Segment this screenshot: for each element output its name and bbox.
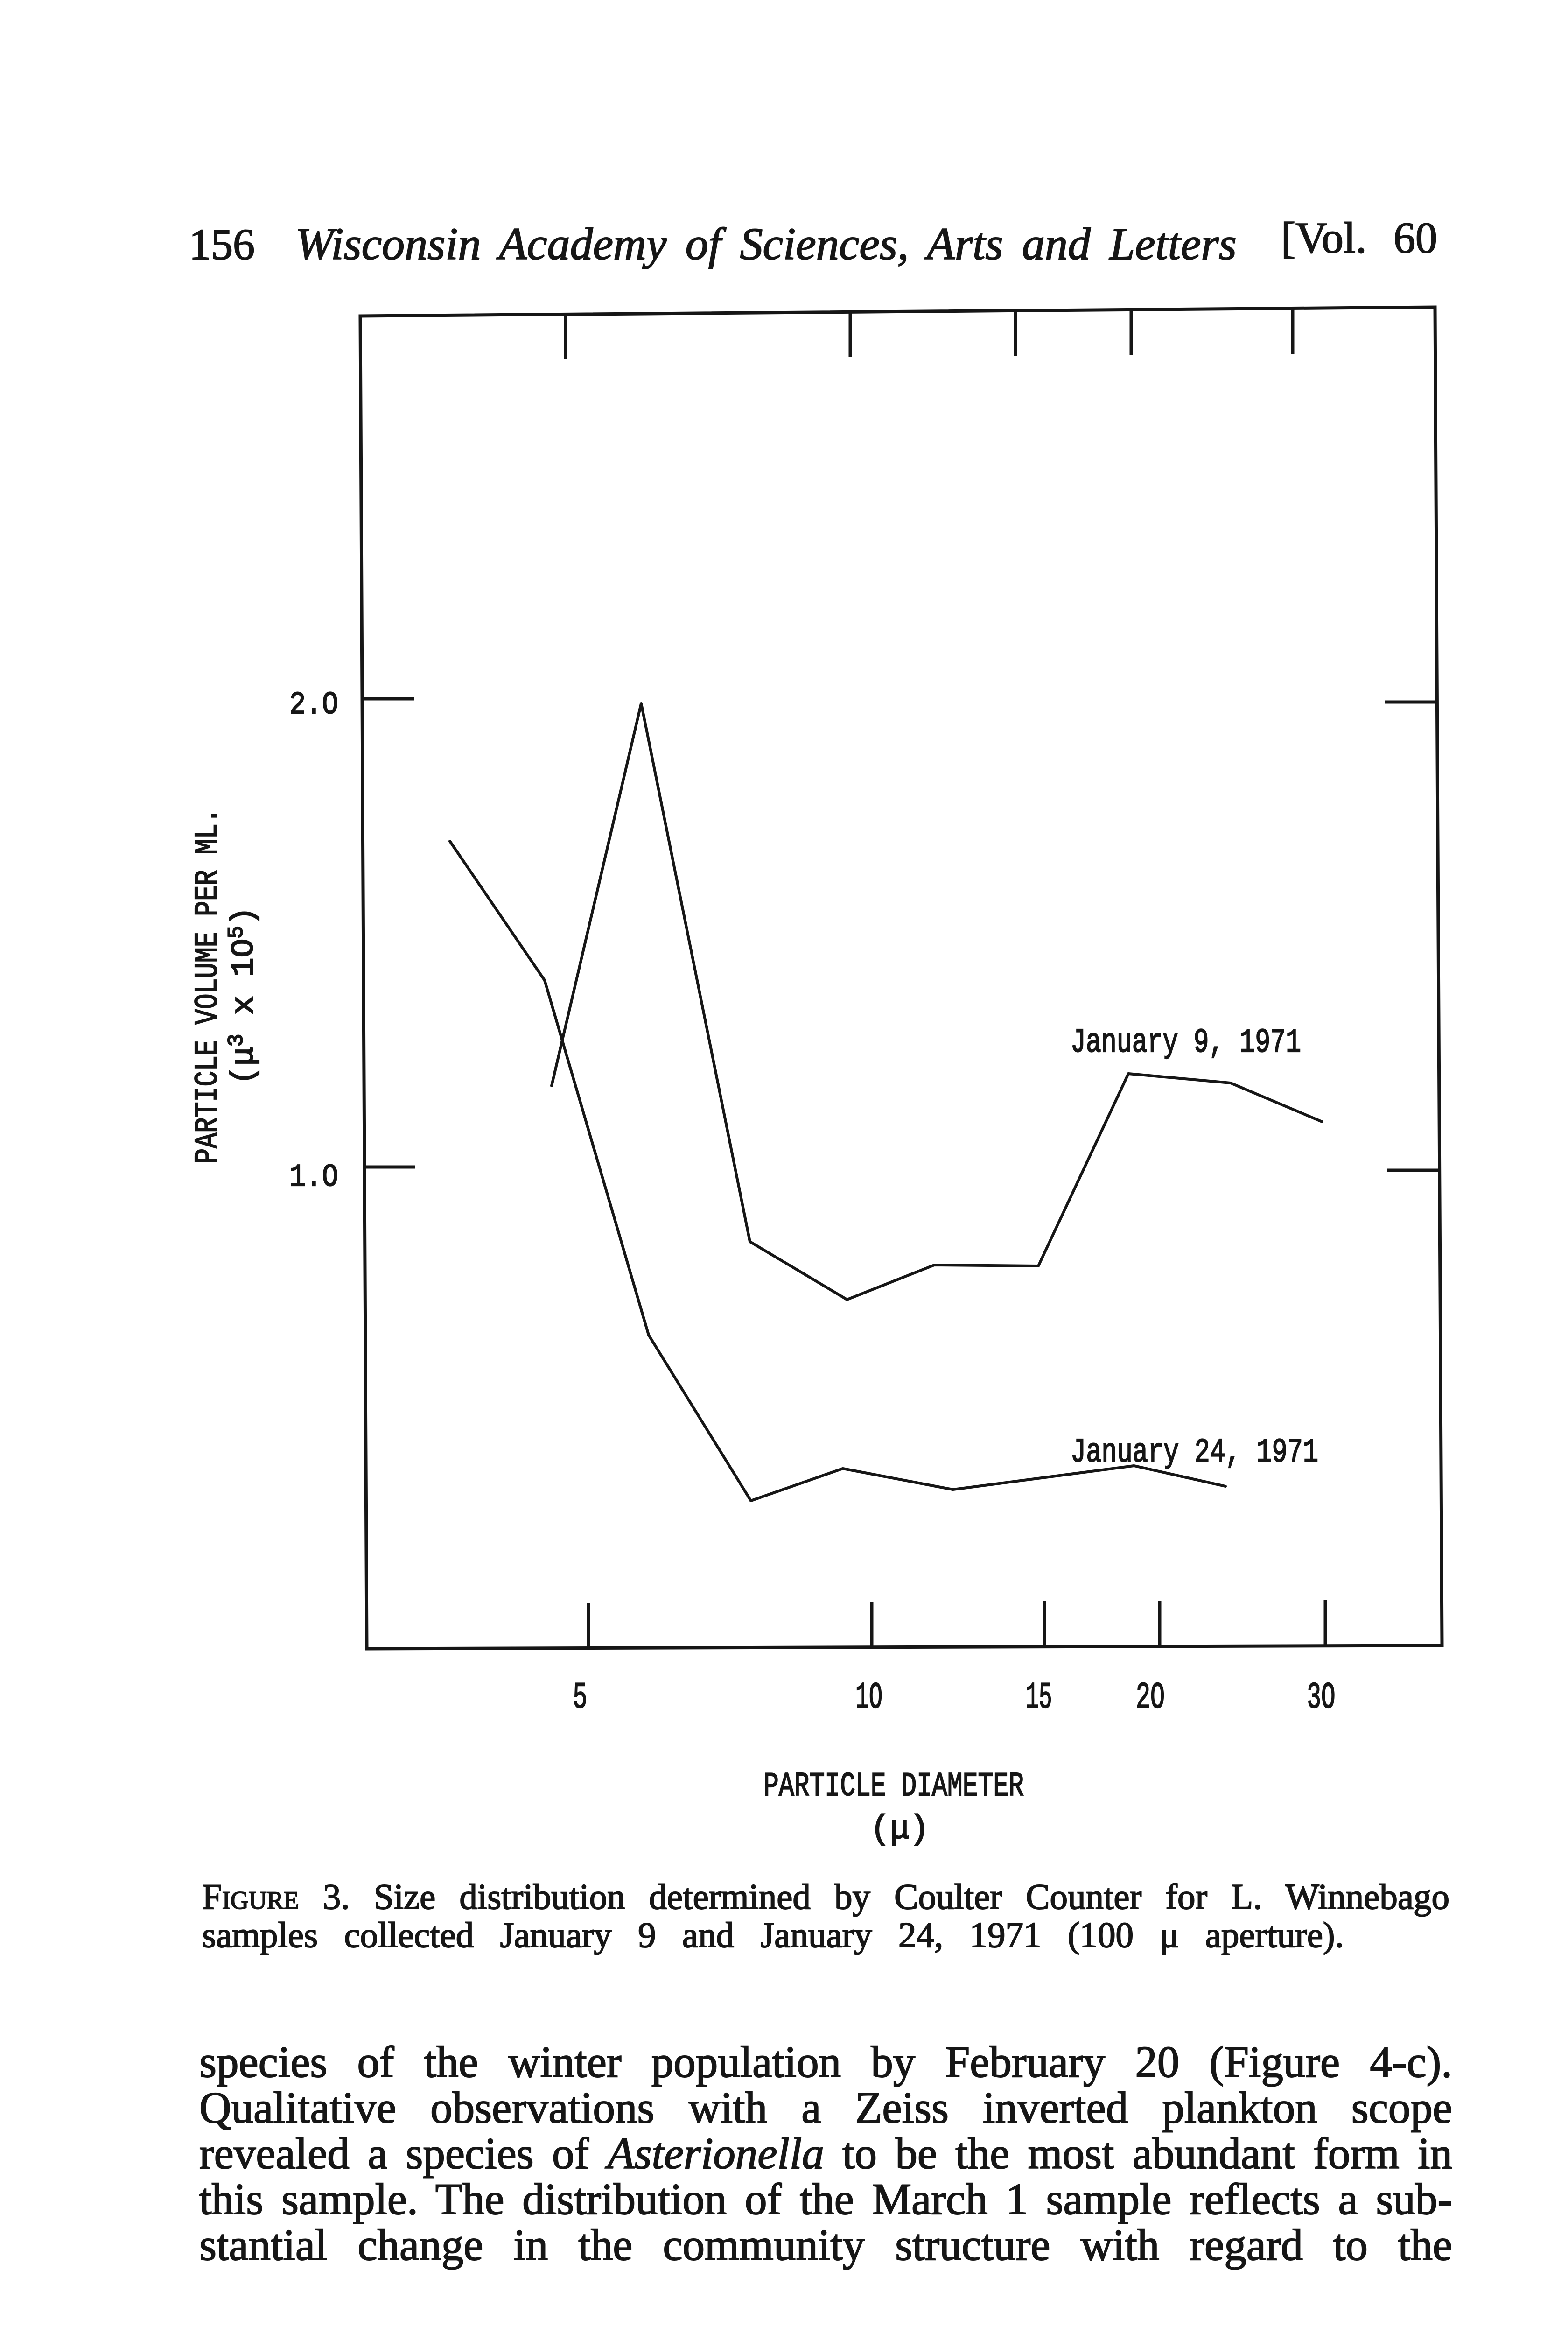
svg-text:5: 5: [573, 1677, 588, 1719]
svg-text:PARTICLE DIAMETER: PARTICLE DIAMETER: [763, 1767, 1024, 1806]
svg-text:(μ3 x 1O5): (μ3 x 1O5): [224, 907, 262, 1085]
svg-text:January 24, 1971: January 24, 1971: [1071, 1434, 1318, 1472]
svg-text:1O: 1O: [855, 1677, 882, 1719]
svg-text:January 9, 1971: January 9, 1971: [1071, 1024, 1301, 1062]
svg-text:15: 15: [1026, 1677, 1052, 1719]
svg-text:2.O: 2.O: [289, 687, 338, 723]
svg-text:1.O: 1.O: [289, 1160, 338, 1195]
svg-text:3O: 3O: [1307, 1677, 1336, 1719]
svg-text:2O: 2O: [1136, 1677, 1165, 1719]
svg-text:(μ): (μ): [870, 1810, 929, 1849]
svg-text:PARTICLE VOLUME PER ML.: PARTICLE VOLUME PER ML.: [190, 808, 227, 1164]
